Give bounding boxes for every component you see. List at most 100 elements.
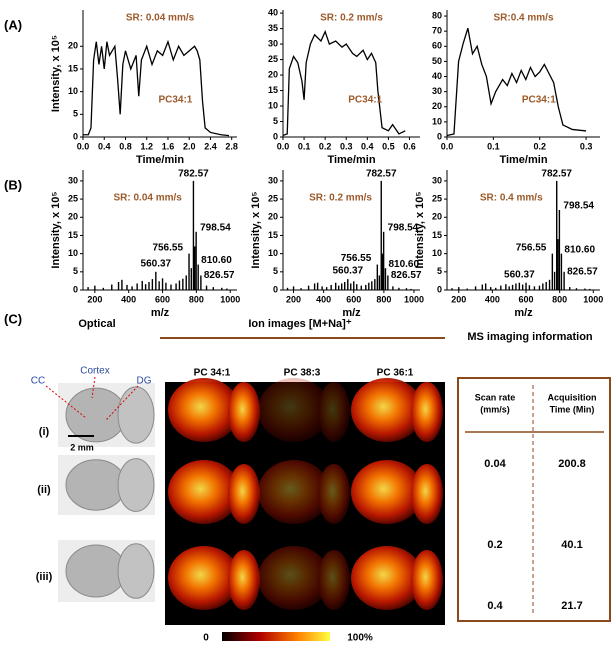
y-tick-label: 10 [432, 116, 442, 126]
peak-label: 782.57 [366, 169, 397, 180]
y-tick-label: 30 [432, 175, 442, 185]
brain-signal [258, 378, 330, 442]
x-tick-label: 0.0 [441, 141, 454, 151]
panel-label: (A) [4, 17, 22, 32]
x-tick-label: 400 [485, 294, 500, 304]
table-cell: 21.7 [561, 600, 582, 612]
region-label: CC [31, 376, 45, 387]
y-tick-label: 10 [68, 86, 78, 96]
ion-title: Ion images [M+Na]⁺ [248, 318, 351, 330]
x-tick-label: 0.0 [277, 141, 290, 151]
table-cell: 40.1 [561, 539, 582, 551]
annotation: PC34:1 [522, 95, 556, 106]
x-tick-label: 0.4 [361, 141, 374, 151]
y-tick-label: 25 [68, 193, 78, 203]
y-tick-label: 0 [273, 284, 278, 294]
y-tick-label: 30 [432, 86, 442, 96]
y-tick-label: 10 [432, 248, 442, 258]
x-tick-label: 200 [451, 294, 466, 304]
x-tick-label: 1000 [583, 294, 603, 304]
pointer [91, 376, 96, 399]
x-tick-label: 0.2 [533, 141, 546, 151]
peak-label: 798.54 [200, 222, 231, 233]
x-tick-label: 800 [552, 294, 567, 304]
scale-bar-label: 2 mm [70, 442, 94, 452]
peak-label: 756.55 [152, 242, 183, 253]
row-label: (iii) [36, 571, 53, 583]
y-axis-label: Intensity, x 10⁵ [414, 191, 426, 268]
x-axis-label: m/z [514, 307, 533, 319]
info-table [457, 377, 611, 622]
column-label: PC 36:1 [377, 368, 414, 379]
panel-label: (B) [4, 177, 22, 192]
row-label: (ii) [37, 484, 51, 496]
y-tick-label: 10 [68, 248, 78, 258]
cerebellum [117, 386, 155, 444]
ion-image [351, 546, 443, 610]
peak-label: 560.37 [141, 258, 172, 269]
y-tick-label: 15 [268, 230, 278, 240]
info-title: MS imaging information [467, 331, 593, 343]
ion-image [258, 460, 350, 524]
x-tick-label: 1000 [220, 294, 240, 304]
annotation: SR: 0.04 mm/s [113, 193, 182, 204]
y-tick-label: 0 [437, 131, 442, 141]
peak-label: 826.57 [204, 270, 235, 281]
x-tick-label: 400 [121, 294, 136, 304]
x-tick-label: 2.8 [225, 141, 238, 151]
table-cell: 0.4 [487, 600, 503, 612]
y-tick-label: 0 [73, 284, 78, 294]
region-label: DG [137, 376, 152, 387]
region-label: Cortex [80, 366, 109, 377]
x-tick-label: 2.4 [204, 141, 217, 151]
peak-label: 756.55 [341, 253, 372, 264]
colorbar [222, 632, 330, 641]
x-tick-label: 0.5 [382, 141, 395, 151]
x-tick-label: 0.1 [298, 141, 311, 151]
x-tick-label: 0.6 [403, 141, 416, 151]
y-tick-label: 40 [268, 7, 278, 17]
x-tick-label: 0.1 [487, 141, 500, 151]
y-tick-label: 0 [437, 284, 442, 294]
x-tick-label: 0.3 [340, 141, 353, 151]
cerebellum-signal [318, 550, 350, 610]
y-tick-label: 30 [268, 175, 278, 185]
peak-label: 810.60 [564, 244, 595, 255]
cerebellum-signal [411, 382, 443, 442]
brain-signal [168, 546, 240, 610]
trace [282, 29, 406, 137]
peak-label: 798.54 [563, 201, 594, 212]
y-tick-label: 5 [273, 266, 278, 276]
table-header: (mm/s) [480, 404, 510, 414]
panel-label: (C) [4, 311, 22, 326]
table-header: Scan rate [475, 392, 516, 402]
y-tick-label: 25 [432, 193, 442, 203]
x-tick-label: 400 [316, 294, 331, 304]
x-tick-label: 0.3 [580, 141, 593, 151]
annotation: SR:0.4 mm/s [493, 13, 553, 24]
ion-image [351, 460, 443, 524]
y-tick-label: 25 [268, 193, 278, 203]
brain-signal [351, 546, 423, 610]
annotation: SR: 0.2 mm/s [320, 13, 383, 24]
brain-section [65, 544, 127, 598]
ion-image [168, 460, 260, 524]
brain-signal [258, 460, 330, 524]
table-cell: 0.04 [484, 458, 506, 470]
ion-image [168, 546, 260, 610]
brain-section [65, 459, 127, 511]
optical-images [58, 383, 155, 602]
pointer [45, 385, 87, 419]
x-tick-label: 600 [519, 294, 534, 304]
y-tick-label: 20 [432, 212, 442, 222]
y-tick-label: 5 [73, 109, 78, 119]
y-tick-label: 15 [68, 230, 78, 240]
cerebellum-signal [228, 550, 260, 610]
x-axis-label: Time/min [136, 154, 184, 166]
ion-image [258, 378, 350, 442]
x-tick-label: 1.6 [162, 141, 175, 151]
y-tick-label: 60 [432, 41, 442, 51]
y-tick-label: 15 [268, 85, 278, 95]
x-axis-label: Time/min [499, 154, 547, 166]
y-tick-label: 10 [268, 100, 278, 110]
